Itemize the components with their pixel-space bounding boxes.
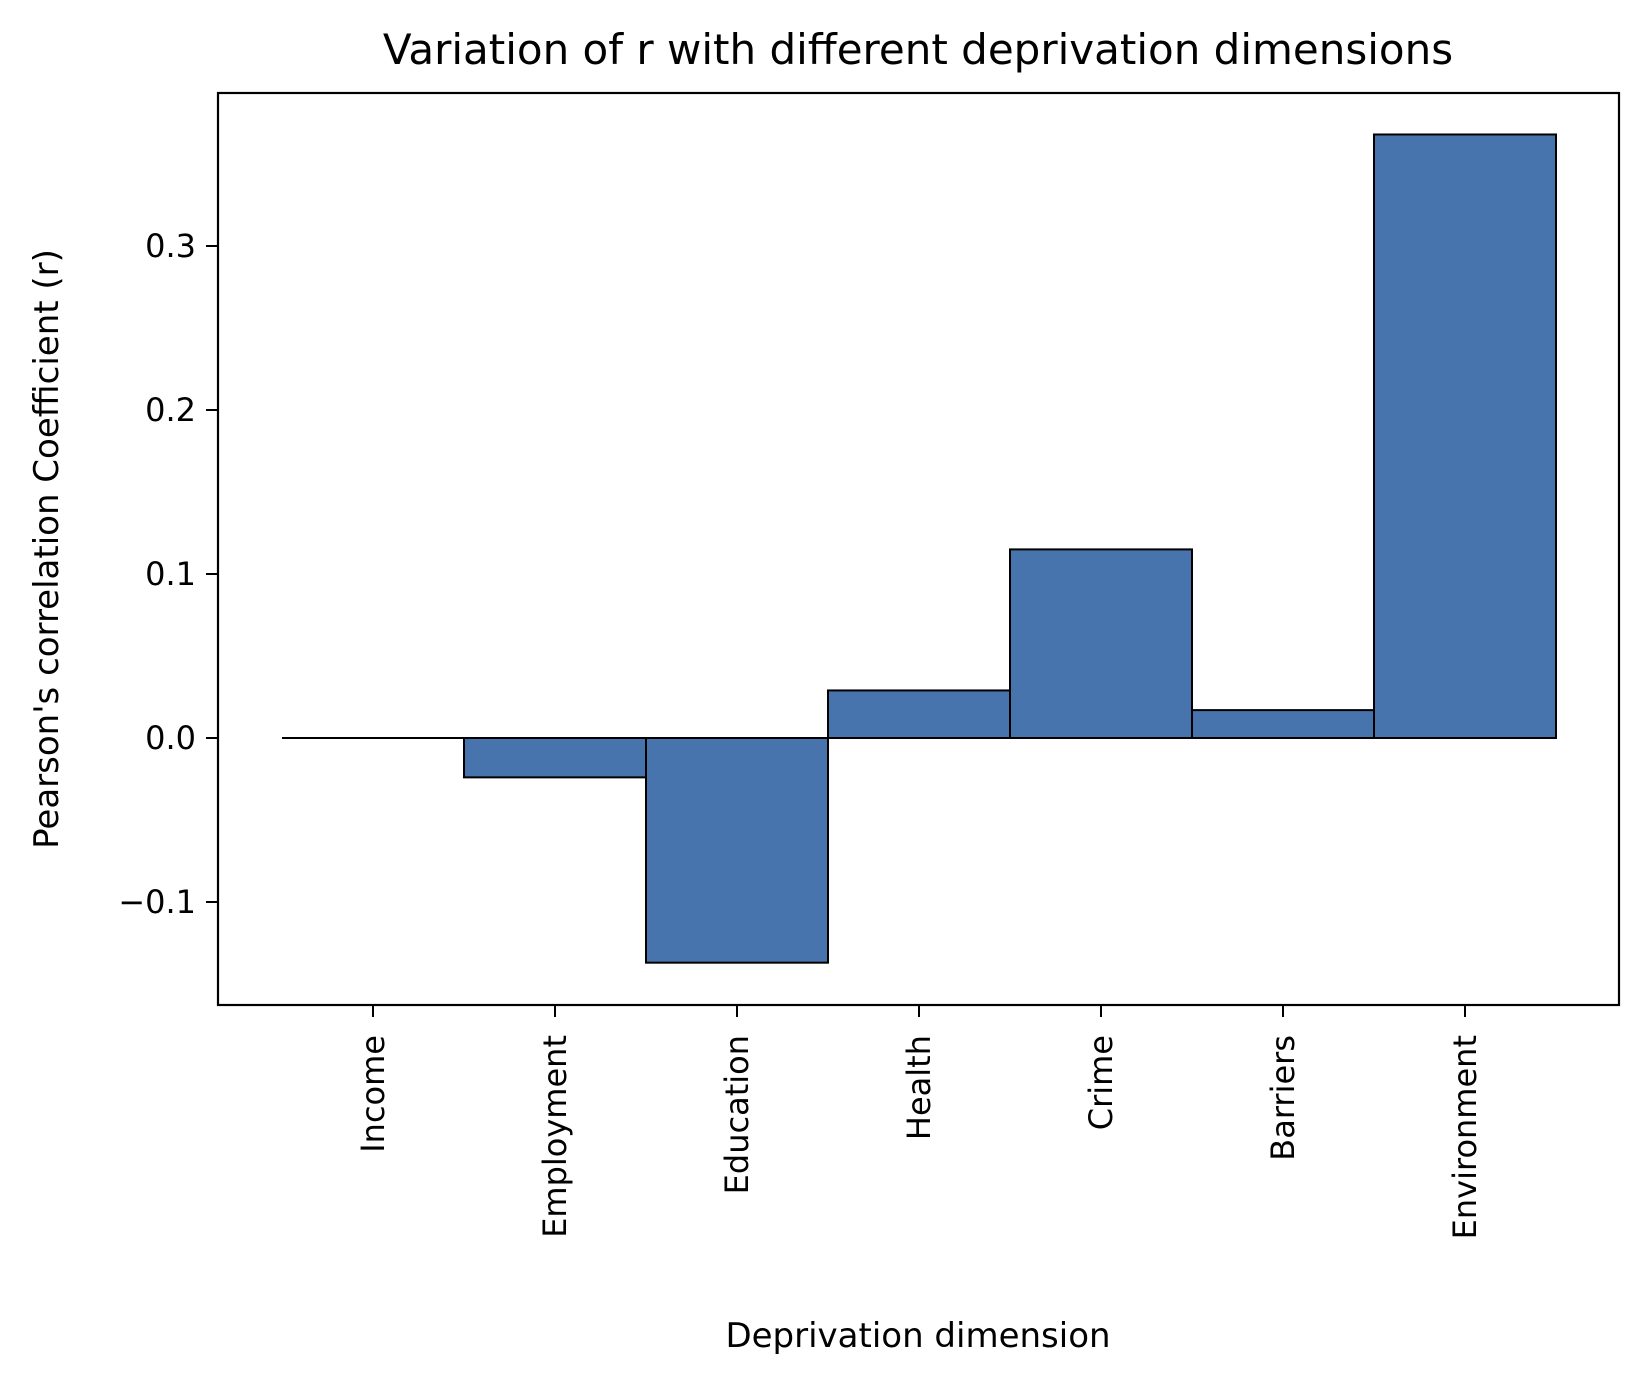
y-tick-label: 0.2: [145, 391, 196, 429]
bar-barriers: [1191, 709, 1375, 739]
x-tick-label-education: Education: [718, 1035, 756, 1194]
y-tick-label: −0.1: [118, 883, 196, 921]
bar-environment: [1373, 133, 1557, 740]
chart-title: Variation of r with different deprivatio…: [383, 25, 1453, 74]
bars-group: [282, 133, 1557, 964]
bar-employment: [463, 737, 647, 779]
y-tick-label: 0.1: [145, 555, 196, 593]
x-tick-label-crime: Crime: [1082, 1035, 1120, 1130]
x-tick-label-health: Health: [900, 1035, 938, 1140]
bar-crime: [1009, 548, 1193, 740]
x-axis-ticks: Income Employment Education Health Crime Barr…: [354, 1005, 1484, 1239]
y-tick-label: 0.3: [145, 227, 196, 265]
x-axis-label: Deprivation dimension: [725, 1316, 1110, 1356]
plot-frame: [216, 91, 1621, 1007]
x-tick-label-employment: Employment: [536, 1035, 574, 1238]
y-axis-label: Pearson's correlation Coefficient (r): [27, 249, 67, 849]
x-tick-label-income: Income: [354, 1035, 392, 1153]
y-tick-label: 0.0: [145, 719, 196, 757]
y-axis-ticks: −0.1 0.0 0.1 0.2 0.3: [118, 227, 218, 921]
x-tick-label-environment: Environment: [1446, 1035, 1484, 1239]
bar-health: [827, 689, 1011, 740]
bar-education: [645, 737, 829, 964]
x-tick-label-barriers: Barriers: [1264, 1035, 1302, 1161]
